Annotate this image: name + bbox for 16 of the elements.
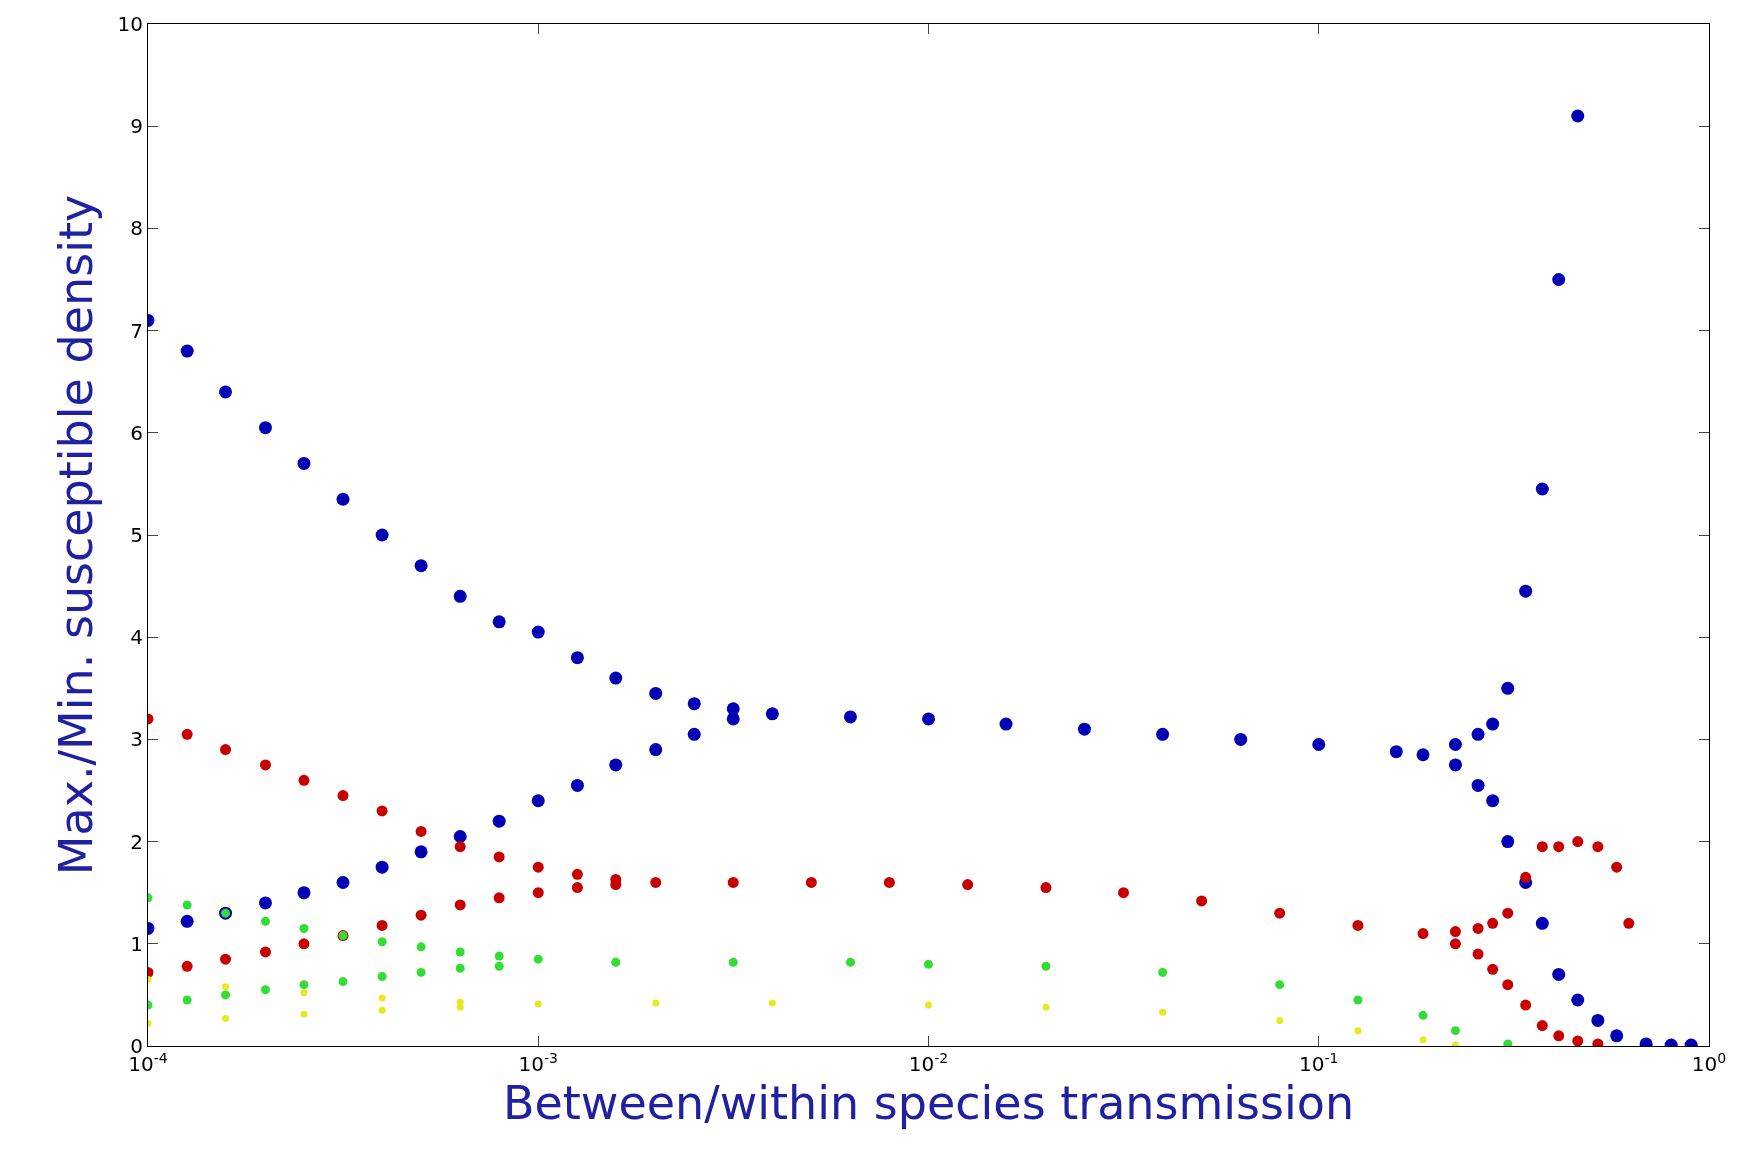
x-tick-label: 10$^{-2}$ (908, 1049, 949, 1076)
x-axis-title: Between/within species transmission (502, 1076, 1355, 1130)
x-tick-label: 10$^{0}$ (1691, 1049, 1727, 1076)
x-tick-label: 10$^{-3}$ (518, 1049, 558, 1076)
y-tick-label: 5 (130, 523, 143, 547)
x-tick-label: 10$^{-1}$ (1299, 1049, 1339, 1076)
y-tick-label: 6 (130, 420, 143, 445)
y-tick-label: 2 (130, 829, 143, 854)
y-tick-label: 1 (130, 931, 143, 956)
y-axis-title: Max./Min. susceptible density (48, 194, 103, 876)
y-tick-label: 10 (117, 12, 143, 36)
y-tick-label: 4 (130, 625, 143, 650)
y-tick-label: 9 (130, 114, 143, 139)
y-tick-label: 7 (130, 318, 143, 343)
y-tick-label: 3 (130, 727, 143, 752)
y-tick-label: 8 (130, 216, 143, 241)
